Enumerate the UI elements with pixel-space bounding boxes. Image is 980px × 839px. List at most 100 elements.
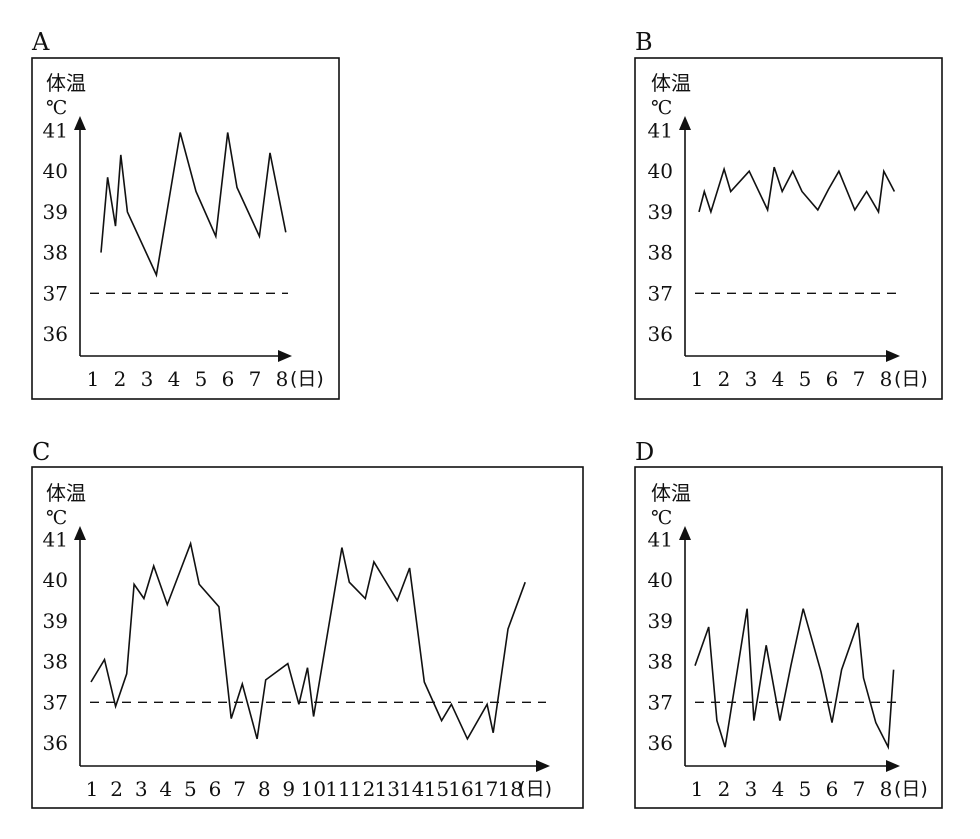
panel-c-ytick: 36 bbox=[43, 731, 68, 755]
panel-a-ytick: 41 bbox=[43, 119, 68, 143]
panel-a-ytick: 39 bbox=[43, 200, 68, 224]
panel-a-x-arrow bbox=[278, 350, 292, 362]
panel-a-ytick: 38 bbox=[43, 241, 68, 265]
panel-b-frame bbox=[634, 57, 943, 400]
panel-a: A 体温℃ 36 37 38 39 40 41 1 2 3 4 5 6 7 8 (日) bbox=[31, 28, 340, 400]
panel-d-xtick: 4 bbox=[772, 777, 785, 801]
panel-d-xtick: 3 bbox=[745, 777, 758, 801]
panel-a-xtick: 3 bbox=[141, 367, 154, 391]
panel-c-xtick: 12 bbox=[350, 777, 375, 801]
panel-c-xtick: 6 bbox=[209, 777, 222, 801]
panel-c-xtick: 16 bbox=[448, 777, 473, 801]
panel-c-xtick: 11 bbox=[325, 777, 350, 801]
panel-d-xtick: 7 bbox=[853, 777, 866, 801]
panel-a-xtick: 6 bbox=[222, 367, 235, 391]
panel-c-xtick: 15 bbox=[424, 777, 449, 801]
panel-b-xtick: 3 bbox=[745, 367, 758, 391]
panel-c-ytick: 39 bbox=[43, 609, 68, 633]
panel-b-xtick: 6 bbox=[826, 367, 839, 391]
panel-c-ylabel: 体温 bbox=[46, 481, 86, 505]
panel-b-ytick: 39 bbox=[648, 200, 673, 224]
panel-b-title: B bbox=[635, 28, 653, 56]
panel-c-xtick: 10 bbox=[301, 777, 326, 801]
panel-b-y-arrow bbox=[679, 116, 691, 130]
panel-b-xunit: (日) bbox=[894, 368, 928, 390]
panel-b-xtick: 7 bbox=[853, 367, 866, 391]
panel-d-ytick: 39 bbox=[648, 609, 673, 633]
panel-b-ytick: 41 bbox=[648, 119, 673, 143]
panel-c-xtick: 14 bbox=[399, 777, 424, 801]
panel-b-xtick: 4 bbox=[772, 367, 785, 391]
panel-c-xtick: 2 bbox=[110, 777, 123, 801]
panel-c-ytick: 37 bbox=[43, 690, 68, 714]
panel-c-title: C bbox=[32, 438, 50, 466]
panel-d-ytick: 36 bbox=[648, 731, 673, 755]
panel-a-temperature-line bbox=[100, 132, 287, 278]
panel-d-ytick: 37 bbox=[648, 690, 673, 714]
panel-a-y-arrow bbox=[74, 116, 86, 130]
panel-c-ytick: 41 bbox=[43, 528, 68, 552]
panel-d-y-arrow bbox=[679, 526, 691, 540]
panel-d-xtick: 6 bbox=[826, 777, 839, 801]
panel-c-frame bbox=[31, 466, 584, 809]
panel-d-ytick: 38 bbox=[648, 650, 673, 674]
panel-a-ytick: 36 bbox=[43, 322, 68, 346]
panel-a-ytick: 40 bbox=[43, 159, 68, 183]
panel-a-yunit: ℃ bbox=[46, 97, 67, 119]
panel-b-yunit: ℃ bbox=[651, 97, 672, 119]
panel-b-xtick: 1 bbox=[691, 367, 704, 391]
panel-c-xtick: 9 bbox=[282, 777, 295, 801]
panel-a-xtick: 8 bbox=[276, 367, 289, 391]
panel-a-frame bbox=[31, 57, 340, 400]
panel-d-xtick: 5 bbox=[799, 777, 812, 801]
panel-c-xtick: 3 bbox=[135, 777, 148, 801]
panel-c-xunit: (日) bbox=[518, 778, 552, 800]
panel-d-ylabel: 体温 bbox=[651, 481, 691, 505]
panel-d: D 体温℃ 36 37 38 39 40 41 1 2 3 4 5 6 7 8 (日) bbox=[634, 438, 943, 809]
panel-d-ytick: 40 bbox=[648, 568, 673, 592]
panel-c-xtick: 18 bbox=[497, 777, 522, 801]
panel-c-xtick: 7 bbox=[233, 777, 246, 801]
panel-b-ytick: 37 bbox=[648, 281, 673, 305]
panel-a-xtick: 4 bbox=[168, 367, 181, 391]
panel-d-frame bbox=[634, 466, 943, 809]
panel-d-yunit: ℃ bbox=[651, 507, 672, 529]
panel-a-xtick: 1 bbox=[87, 367, 100, 391]
panel-c-xtick: 5 bbox=[184, 777, 197, 801]
panel-d-x-arrow bbox=[886, 760, 900, 772]
panel-a-xunit: (日) bbox=[290, 368, 324, 390]
panel-a-xtick: 5 bbox=[195, 367, 208, 391]
panel-c-xtick: 1 bbox=[86, 777, 99, 801]
panel-b-xtick: 2 bbox=[718, 367, 731, 391]
panel-c-ytick: 40 bbox=[43, 568, 68, 592]
panel-b-ytick: 36 bbox=[648, 322, 673, 346]
panel-c-ytick: 38 bbox=[43, 650, 68, 674]
panel-b-xtick: 8 bbox=[880, 367, 893, 391]
panel-a-title: A bbox=[31, 28, 50, 56]
panel-c-y-arrow bbox=[74, 526, 86, 540]
panel-c-yunit: ℃ bbox=[46, 507, 67, 529]
panel-a-xtick: 2 bbox=[114, 367, 127, 391]
panel-c-xtick: 4 bbox=[159, 777, 172, 801]
panel-c-xtick: 13 bbox=[374, 777, 399, 801]
panel-b-ytick: 40 bbox=[648, 159, 673, 183]
panel-d-ytick: 41 bbox=[648, 528, 673, 552]
panel-b-ytick: 38 bbox=[648, 241, 673, 265]
panel-d-title: D bbox=[635, 438, 654, 466]
panel-d-xunit: (日) bbox=[894, 778, 928, 800]
panel-d-xtick: 1 bbox=[691, 777, 704, 801]
panel-d-xtick: 2 bbox=[718, 777, 731, 801]
panel-a-ytick: 37 bbox=[43, 281, 68, 305]
panel-b-xtick: 5 bbox=[799, 367, 812, 391]
panel-c-xtick: 17 bbox=[473, 777, 498, 801]
panel-b-ylabel: 体温 bbox=[651, 71, 691, 95]
panel-c-temperature-line bbox=[90, 540, 526, 741]
panel-d-xtick: 8 bbox=[880, 777, 893, 801]
panel-a-xtick: 7 bbox=[249, 367, 262, 391]
panel-c-x-arrow bbox=[536, 760, 550, 772]
panel-b: B 体温℃ 36 37 38 39 40 41 1 2 3 4 5 6 7 8 (日) bbox=[634, 28, 943, 400]
panel-a-ylabel: 体温 bbox=[46, 71, 86, 95]
panel-b-x-arrow bbox=[886, 350, 900, 362]
